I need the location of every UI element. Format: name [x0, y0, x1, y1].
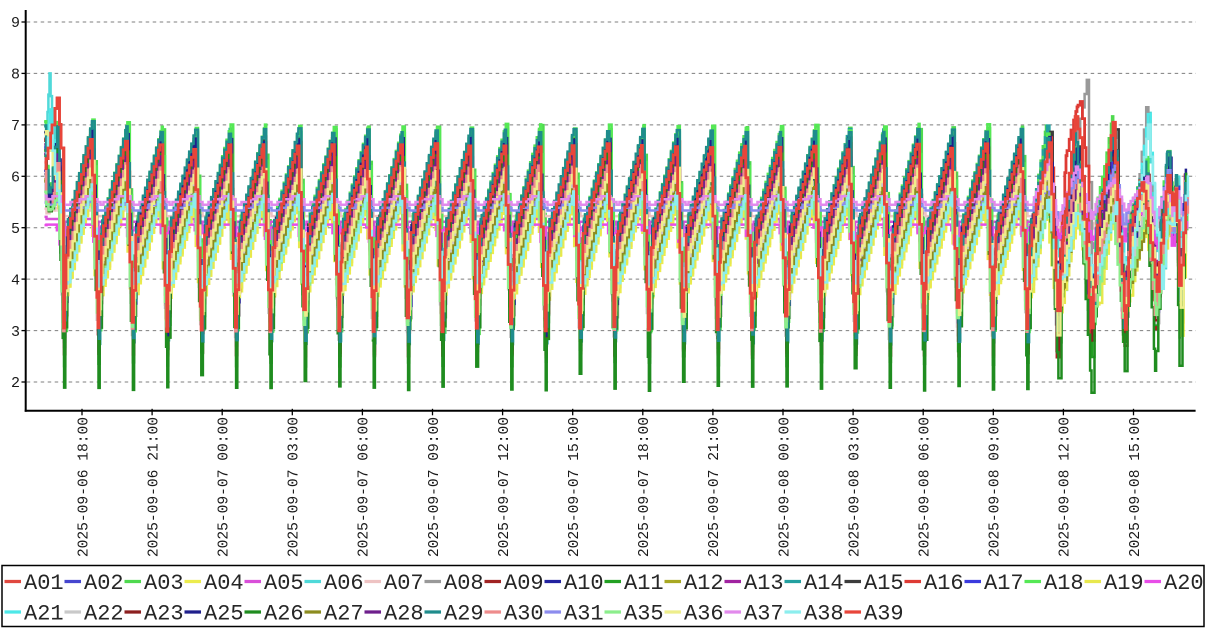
svg-text:A28: A28 [384, 601, 424, 626]
svg-text:2025-09-08 15:00: 2025-09-08 15:00 [1128, 417, 1144, 557]
svg-text:A16: A16 [924, 571, 964, 596]
svg-text:2025-09-07 18:00: 2025-09-07 18:00 [637, 417, 653, 557]
svg-text:8: 8 [11, 67, 20, 84]
svg-text:A12: A12 [684, 571, 724, 596]
svg-text:A20: A20 [1164, 571, 1204, 596]
svg-text:A10: A10 [564, 571, 604, 596]
svg-text:A17: A17 [984, 571, 1024, 596]
svg-text:2025-09-06 18:00: 2025-09-06 18:00 [76, 417, 92, 557]
svg-text:A35: A35 [624, 601, 664, 626]
svg-text:A04: A04 [204, 571, 244, 596]
svg-text:A14: A14 [804, 571, 844, 596]
svg-text:A13: A13 [744, 571, 784, 596]
svg-text:A26: A26 [264, 601, 304, 626]
svg-text:2025-09-06 21:00: 2025-09-06 21:00 [146, 417, 162, 557]
svg-text:2025-09-08 03:00: 2025-09-08 03:00 [847, 417, 863, 557]
svg-text:A37: A37 [744, 601, 784, 626]
svg-text:A30: A30 [504, 601, 544, 626]
svg-text:A05: A05 [264, 571, 304, 596]
svg-text:3: 3 [11, 324, 20, 341]
svg-text:2025-09-07 21:00: 2025-09-07 21:00 [707, 417, 723, 557]
svg-text:A19: A19 [1104, 571, 1144, 596]
svg-text:5: 5 [11, 221, 20, 238]
svg-text:2025-09-07 12:00: 2025-09-07 12:00 [497, 417, 513, 557]
svg-text:A39: A39 [864, 601, 904, 626]
svg-text:2025-09-07 06:00: 2025-09-07 06:00 [357, 417, 373, 557]
svg-text:2025-09-07 09:00: 2025-09-07 09:00 [427, 417, 443, 557]
svg-text:A11: A11 [624, 571, 664, 596]
svg-text:2025-09-08 12:00: 2025-09-08 12:00 [1058, 417, 1074, 557]
svg-text:A15: A15 [864, 571, 904, 596]
svg-text:A27: A27 [324, 601, 364, 626]
svg-text:A21: A21 [24, 601, 64, 626]
svg-text:A02: A02 [84, 571, 124, 596]
svg-text:A25: A25 [204, 601, 244, 626]
svg-text:2025-09-07 00:00: 2025-09-07 00:00 [217, 417, 233, 557]
svg-text:A31: A31 [564, 601, 604, 626]
svg-text:6: 6 [11, 170, 20, 187]
svg-text:2025-09-07 03:00: 2025-09-07 03:00 [287, 417, 303, 557]
svg-text:2: 2 [11, 375, 20, 392]
svg-text:2025-09-08 06:00: 2025-09-08 06:00 [918, 417, 934, 557]
svg-text:A38: A38 [804, 601, 844, 626]
svg-text:2025-09-07 15:00: 2025-09-07 15:00 [567, 417, 583, 557]
svg-text:9: 9 [11, 15, 20, 32]
svg-text:2025-09-08 00:00: 2025-09-08 00:00 [777, 417, 793, 557]
svg-text:A07: A07 [384, 571, 424, 596]
svg-text:A23: A23 [144, 601, 184, 626]
svg-text:2025-09-08 09:00: 2025-09-08 09:00 [988, 417, 1004, 557]
svg-text:7: 7 [11, 118, 20, 135]
svg-text:A09: A09 [504, 571, 544, 596]
svg-text:A06: A06 [324, 571, 364, 596]
svg-text:A03: A03 [144, 571, 184, 596]
svg-text:A18: A18 [1044, 571, 1084, 596]
svg-text:A08: A08 [444, 571, 484, 596]
svg-text:A22: A22 [84, 601, 124, 626]
svg-text:A36: A36 [684, 601, 724, 626]
svg-text:A01: A01 [24, 571, 64, 596]
svg-text:4: 4 [11, 272, 20, 289]
svg-text:A29: A29 [444, 601, 484, 626]
